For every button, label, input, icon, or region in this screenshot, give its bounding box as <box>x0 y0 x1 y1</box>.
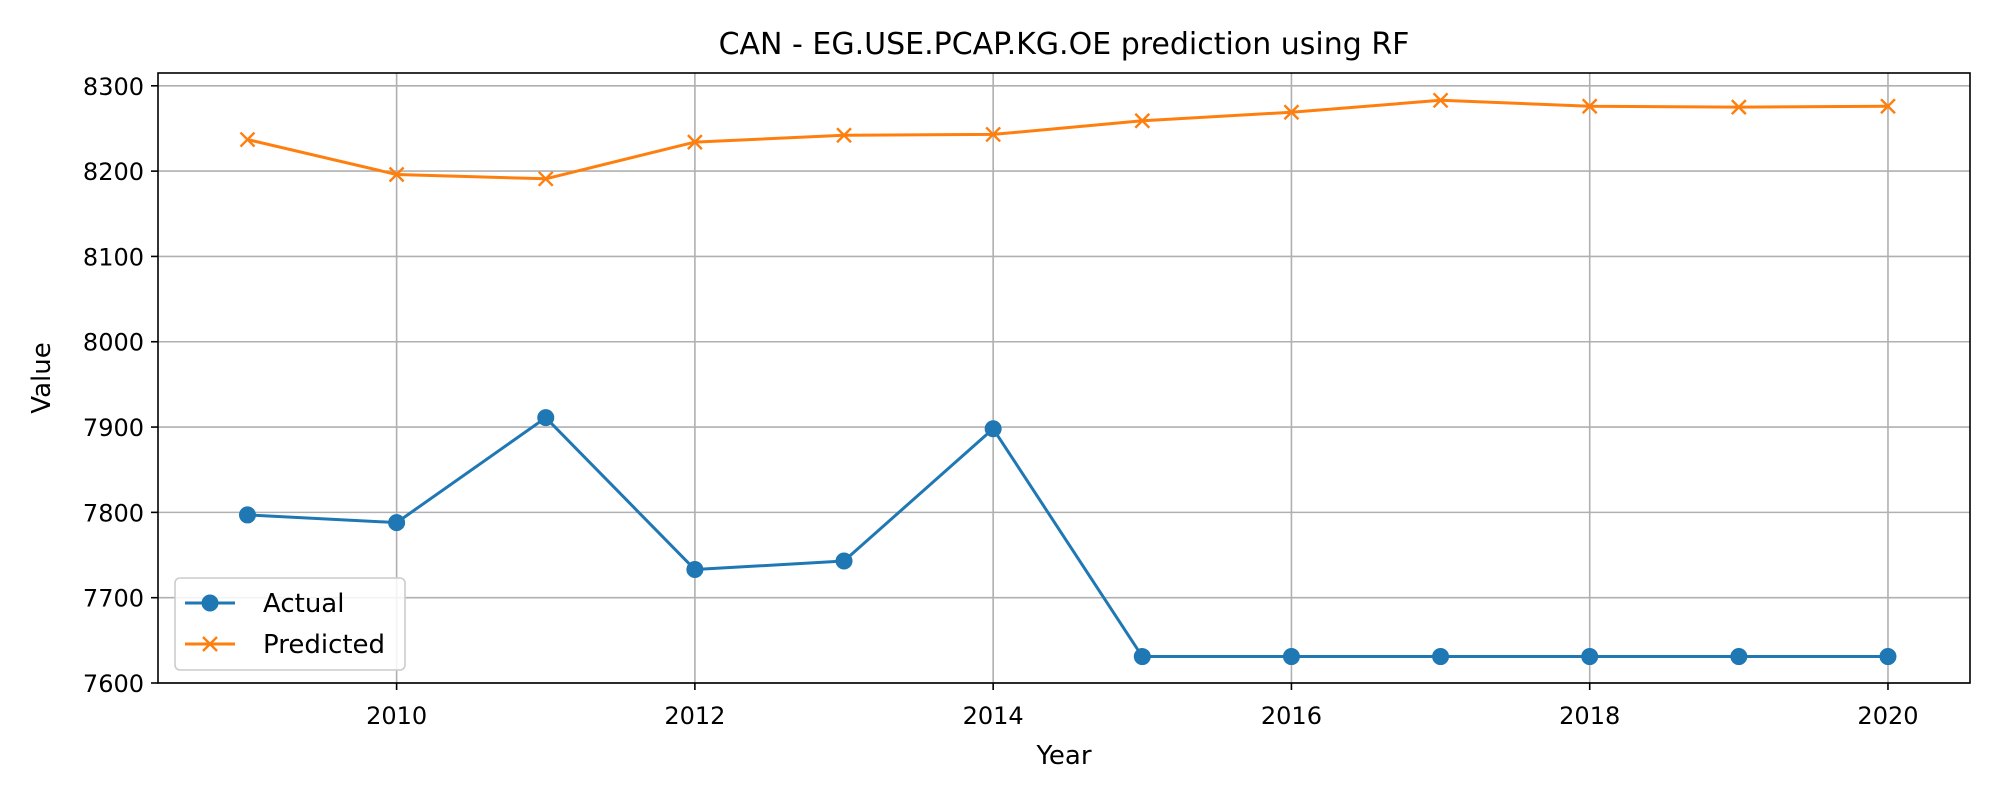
series-predicted <box>239 92 1896 187</box>
legend-label-predicted: Predicted <box>263 630 385 660</box>
y-tick-label: 7800 <box>83 499 144 527</box>
chart-title: CAN - EG.USE.PCAP.KG.OE prediction using… <box>719 27 1410 62</box>
x-tick-label: 2010 <box>366 702 427 730</box>
series-layer <box>238 92 1897 666</box>
grid-lines <box>158 73 1970 684</box>
y-tick-label: 8200 <box>83 158 144 186</box>
legend-marker-predicted <box>202 636 218 652</box>
data-point-predicted <box>1134 112 1151 129</box>
data-point-predicted <box>1730 99 1747 115</box>
legend: Actual Predicted <box>174 577 406 671</box>
data-point-predicted <box>836 127 852 144</box>
y-axis-label: Value <box>27 342 57 413</box>
axes-frame <box>157 72 1971 684</box>
data-point-predicted <box>985 126 1002 143</box>
axis-ticks: 2010 2012 2014 2016 2018 2020 7600 7700 7800 7900… <box>83 73 1919 730</box>
y-tick-label: 8000 <box>83 329 144 357</box>
x-tick-label: 2020 <box>1857 702 1918 730</box>
legend-marker-actual <box>201 594 219 612</box>
data-point-actual <box>537 409 555 427</box>
x-tick-label: 2016 <box>1261 702 1322 730</box>
data-point-predicted <box>687 134 703 150</box>
series-line-actual <box>247 416 1888 659</box>
x-tick-label: 2018 <box>1559 702 1620 730</box>
y-tick-label: 7700 <box>83 585 144 613</box>
y-tick-label: 7900 <box>83 414 144 442</box>
x-axis-label: Year <box>1035 741 1091 771</box>
data-point-actual <box>238 506 256 524</box>
data-point-predicted <box>1432 92 1449 109</box>
legend-label-actual: Actual <box>263 589 344 619</box>
data-point-predicted <box>1581 98 1598 115</box>
data-point-predicted <box>239 131 256 148</box>
x-tick-label: 2012 <box>664 702 725 730</box>
y-tick-label: 7600 <box>83 670 144 698</box>
series-line-predicted <box>247 98 1888 181</box>
data-point-actual <box>1581 648 1599 666</box>
data-point-actual <box>1730 648 1748 666</box>
data-point-actual <box>835 552 853 570</box>
data-point-actual <box>1133 648 1151 666</box>
data-point-actual <box>984 420 1002 438</box>
data-point-predicted <box>1283 104 1300 121</box>
y-tick-label: 8100 <box>83 243 144 271</box>
y-tick-label: 8300 <box>83 73 144 101</box>
data-point-actual <box>1432 648 1450 666</box>
data-point-predicted <box>388 166 405 183</box>
series-actual <box>238 409 1897 666</box>
data-point-actual <box>686 561 704 579</box>
data-point-actual <box>388 514 406 532</box>
legend-box <box>174 577 406 671</box>
data-point-actual <box>1879 648 1897 666</box>
data-point-actual <box>1282 648 1300 666</box>
data-point-predicted <box>537 170 554 187</box>
x-tick-label: 2014 <box>963 702 1024 730</box>
data-point-predicted <box>1880 98 1896 115</box>
